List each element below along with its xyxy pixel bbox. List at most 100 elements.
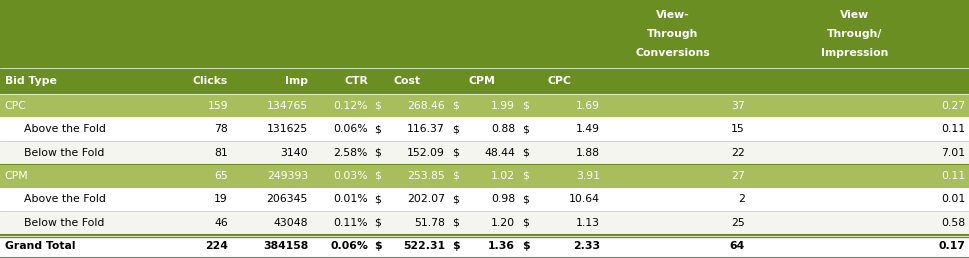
Bar xyxy=(0,94,969,117)
Text: 0.06%: 0.06% xyxy=(330,241,368,251)
Text: 159: 159 xyxy=(207,101,228,111)
Bar xyxy=(0,141,969,164)
Text: Grand Total: Grand Total xyxy=(5,241,76,251)
Text: $: $ xyxy=(522,218,529,228)
Text: 131625: 131625 xyxy=(266,124,308,134)
Text: 1.36: 1.36 xyxy=(488,241,515,251)
Text: 1.99: 1.99 xyxy=(491,101,515,111)
Text: 0.12%: 0.12% xyxy=(333,101,368,111)
Text: Bid Type: Bid Type xyxy=(5,76,57,86)
Text: $: $ xyxy=(452,101,458,111)
Text: Above the Fold: Above the Fold xyxy=(24,195,106,204)
Text: 116.37: 116.37 xyxy=(407,124,445,134)
Text: 202.07: 202.07 xyxy=(407,195,445,204)
Bar xyxy=(0,164,969,188)
Text: 0.01: 0.01 xyxy=(941,195,965,204)
Text: Below the Fold: Below the Fold xyxy=(24,218,105,228)
Text: 134765: 134765 xyxy=(266,101,308,111)
Text: 43048: 43048 xyxy=(273,218,308,228)
Text: 46: 46 xyxy=(214,218,228,228)
Text: $: $ xyxy=(452,171,458,181)
Text: $: $ xyxy=(522,148,529,158)
Text: 1.69: 1.69 xyxy=(576,101,600,111)
Text: 78: 78 xyxy=(214,124,228,134)
Text: 384158: 384158 xyxy=(263,241,308,251)
Text: 3140: 3140 xyxy=(280,148,308,158)
Text: 1.20: 1.20 xyxy=(491,218,515,228)
Text: $: $ xyxy=(452,148,458,158)
Text: 224: 224 xyxy=(205,241,228,251)
Text: 51.78: 51.78 xyxy=(414,218,445,228)
Text: $: $ xyxy=(522,171,529,181)
Text: $: $ xyxy=(452,241,459,251)
Text: 22: 22 xyxy=(732,148,745,158)
Text: 3.91: 3.91 xyxy=(576,171,600,181)
Text: 27: 27 xyxy=(732,171,745,181)
Text: 2.58%: 2.58% xyxy=(333,148,368,158)
Text: 0.01%: 0.01% xyxy=(333,195,368,204)
Text: $: $ xyxy=(374,171,381,181)
Text: $: $ xyxy=(452,124,458,134)
Text: Conversions: Conversions xyxy=(635,48,710,58)
Text: 1.88: 1.88 xyxy=(576,148,600,158)
Text: 1.49: 1.49 xyxy=(576,124,600,134)
Bar xyxy=(0,117,969,141)
Text: 25: 25 xyxy=(732,218,745,228)
Text: 268.46: 268.46 xyxy=(407,101,445,111)
Text: 19: 19 xyxy=(214,195,228,204)
Bar xyxy=(0,188,969,211)
Text: 249393: 249393 xyxy=(266,171,308,181)
Text: 1.13: 1.13 xyxy=(576,218,600,228)
Text: $: $ xyxy=(522,124,529,134)
Text: View: View xyxy=(840,10,869,20)
Bar xyxy=(0,68,969,94)
Bar xyxy=(0,0,969,68)
Text: Below the Fold: Below the Fold xyxy=(24,148,105,158)
Text: CPM: CPM xyxy=(468,76,495,86)
Text: $: $ xyxy=(374,148,381,158)
Text: Through/: Through/ xyxy=(828,29,883,39)
Text: 152.09: 152.09 xyxy=(407,148,445,158)
Text: 0.17: 0.17 xyxy=(938,241,965,251)
Text: Imp: Imp xyxy=(285,76,308,86)
Text: $: $ xyxy=(522,101,529,111)
Text: 0.11: 0.11 xyxy=(941,171,965,181)
Text: 10.64: 10.64 xyxy=(569,195,600,204)
Text: $: $ xyxy=(374,218,381,228)
Bar xyxy=(0,235,969,258)
Text: 0.98: 0.98 xyxy=(491,195,515,204)
Text: $: $ xyxy=(374,241,382,251)
Text: 2: 2 xyxy=(738,195,745,204)
Text: CTR: CTR xyxy=(344,76,368,86)
Text: 0.58: 0.58 xyxy=(941,218,965,228)
Text: 7.01: 7.01 xyxy=(941,148,965,158)
Bar xyxy=(0,211,969,235)
Text: 64: 64 xyxy=(730,241,745,251)
Text: Clicks: Clicks xyxy=(193,76,228,86)
Text: 37: 37 xyxy=(732,101,745,111)
Text: $: $ xyxy=(374,124,381,134)
Text: View-: View- xyxy=(656,10,689,20)
Text: Cost: Cost xyxy=(394,76,421,86)
Text: 253.85: 253.85 xyxy=(407,171,445,181)
Text: 15: 15 xyxy=(732,124,745,134)
Text: 2.33: 2.33 xyxy=(573,241,600,251)
Text: CPC: CPC xyxy=(5,101,27,111)
Text: 0.11%: 0.11% xyxy=(333,218,368,228)
Text: Through: Through xyxy=(647,29,699,39)
Text: $: $ xyxy=(522,195,529,204)
Text: CPC: CPC xyxy=(547,76,571,86)
Text: $: $ xyxy=(452,195,458,204)
Text: 81: 81 xyxy=(214,148,228,158)
Text: 0.88: 0.88 xyxy=(491,124,515,134)
Text: 0.11: 0.11 xyxy=(941,124,965,134)
Text: 0.27: 0.27 xyxy=(941,101,965,111)
Text: 0.03%: 0.03% xyxy=(333,171,368,181)
Text: 0.06%: 0.06% xyxy=(333,124,368,134)
Text: 522.31: 522.31 xyxy=(403,241,445,251)
Text: Above the Fold: Above the Fold xyxy=(24,124,106,134)
Text: 48.44: 48.44 xyxy=(484,148,515,158)
Text: $: $ xyxy=(522,241,529,251)
Text: 1.02: 1.02 xyxy=(491,171,515,181)
Text: CPM: CPM xyxy=(5,171,29,181)
